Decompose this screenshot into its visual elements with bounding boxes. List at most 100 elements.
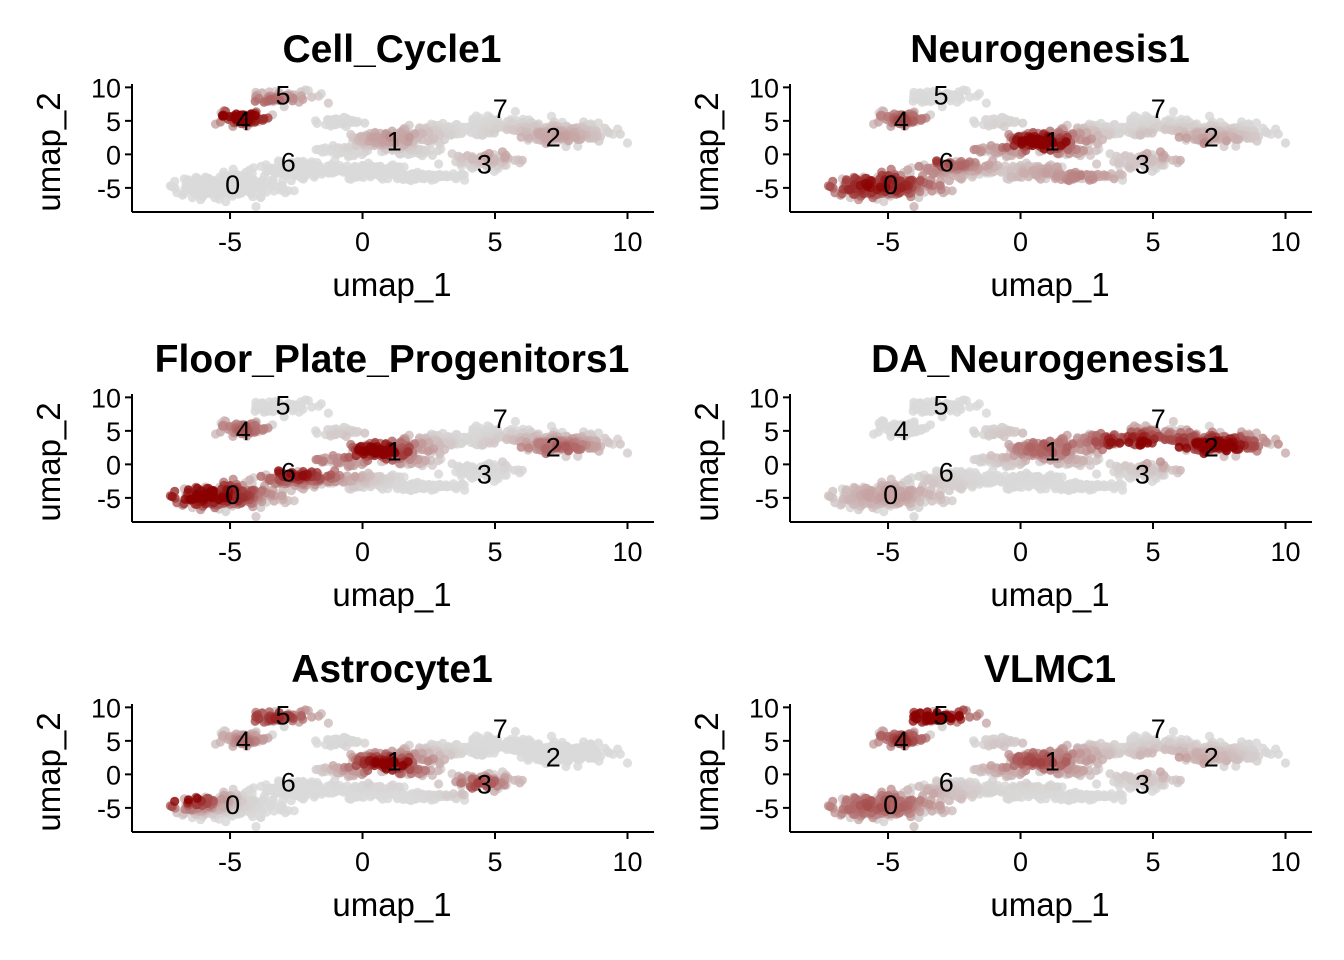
- cell-point: [287, 157, 297, 167]
- cell-point: [524, 443, 534, 453]
- cell-point: [972, 401, 982, 411]
- y-tick-label: 0: [106, 140, 121, 170]
- cell-point: [615, 129, 625, 139]
- cell-point: [408, 479, 418, 489]
- cell-point: [1018, 118, 1028, 128]
- y-tick-label: -5: [97, 484, 121, 514]
- cell-point: [256, 471, 266, 481]
- x-axis-title: umap_1: [332, 266, 451, 303]
- cell-point: [341, 431, 351, 442]
- cell-point: [170, 176, 180, 186]
- cluster-label-0: 0: [883, 170, 898, 200]
- cluster-label-1: 1: [1045, 127, 1060, 157]
- cell-point: [251, 202, 261, 212]
- cell-point: [203, 173, 213, 183]
- cell-point: [323, 98, 333, 108]
- y-axis-title: umap_2: [688, 92, 725, 211]
- panel-title: Neurogenesis1: [910, 28, 1190, 71]
- cell-point: [1273, 129, 1283, 139]
- cell-point: [350, 471, 360, 481]
- cell-point: [191, 172, 201, 182]
- cell-point: [908, 406, 918, 416]
- cell-point: [560, 131, 571, 141]
- cell-point: [952, 407, 962, 417]
- y-axis-title: umap_2: [30, 402, 67, 521]
- cluster-label-2: 2: [546, 123, 561, 153]
- cluster-label-5: 5: [275, 80, 290, 110]
- x-axis-title: umap_1: [332, 576, 451, 613]
- cell-point: [394, 162, 404, 172]
- cell-point: [259, 114, 269, 124]
- cell-point: [914, 161, 924, 171]
- x-axis-title: umap_1: [990, 266, 1109, 303]
- cell-point: [1222, 136, 1232, 146]
- panel-title: Cell_Cycle1: [283, 28, 502, 71]
- cell-point: [517, 155, 527, 165]
- cell-point: [428, 134, 438, 144]
- cell-point: [873, 427, 883, 437]
- cell-point: [1088, 174, 1098, 184]
- y-tick-label: 5: [106, 107, 121, 137]
- cell-point: [1109, 174, 1119, 184]
- cluster-label-7: 7: [493, 404, 508, 434]
- cell-point: [328, 451, 338, 461]
- cell-point: [265, 94, 275, 105]
- cell-point: [1081, 136, 1091, 146]
- cluster-label-6: 6: [939, 147, 954, 177]
- cluster-label-1: 1: [387, 127, 402, 157]
- cell-point: [971, 144, 981, 154]
- cell-point: [360, 118, 370, 128]
- cell-point: [363, 158, 373, 168]
- cell-point: [447, 459, 457, 469]
- cluster-label-7: 7: [493, 94, 508, 124]
- cell-point: [1019, 168, 1030, 178]
- x-tick-label: -5: [876, 227, 900, 257]
- cell-point: [265, 473, 275, 483]
- cell-point: [970, 118, 980, 128]
- y-tick-label: -5: [755, 174, 779, 204]
- points: [165, 85, 633, 212]
- x-tick-label: 10: [612, 537, 642, 567]
- cell-point: [403, 447, 413, 457]
- cell-point: [1067, 171, 1077, 181]
- cell-point: [1097, 135, 1108, 145]
- cell-point: [489, 128, 499, 138]
- cell-point: [462, 461, 472, 471]
- cell-point: [965, 92, 975, 102]
- cell-point: [1076, 170, 1086, 181]
- y-tick-label: 0: [106, 450, 121, 480]
- cell-point: [251, 512, 261, 522]
- cell-point: [404, 132, 414, 142]
- cell-point: [331, 430, 341, 440]
- cell-point: [323, 408, 333, 418]
- cell-point: [457, 479, 467, 489]
- cell-point: [909, 202, 919, 212]
- cell-point: [517, 465, 527, 475]
- cluster-label-6: 6: [281, 147, 296, 177]
- cell-point: [510, 106, 520, 117]
- cell-point: [457, 169, 467, 179]
- cell-point: [368, 133, 378, 143]
- x-tick-label: -5: [218, 537, 242, 567]
- cluster-label-3: 3: [1135, 149, 1150, 179]
- cell-point: [342, 161, 352, 171]
- y-tick-label: 5: [106, 417, 121, 447]
- cell-point: [1280, 138, 1291, 148]
- cell-point: [219, 167, 229, 177]
- cell-point: [289, 186, 299, 196]
- x-tick-label: 0: [1013, 227, 1028, 257]
- cell-point: [467, 154, 477, 164]
- y-tick-label: 0: [764, 140, 779, 170]
- cell-point: [489, 438, 499, 448]
- cell-point: [312, 158, 322, 168]
- cell-point: [318, 456, 328, 466]
- cell-point: [984, 160, 994, 170]
- x-tick-label: 5: [487, 537, 502, 567]
- cell-point: [1092, 159, 1102, 169]
- cell-point: [917, 97, 927, 107]
- x-tick-label: 10: [612, 227, 642, 257]
- cell-point: [1061, 137, 1071, 147]
- cell-point: [615, 439, 625, 449]
